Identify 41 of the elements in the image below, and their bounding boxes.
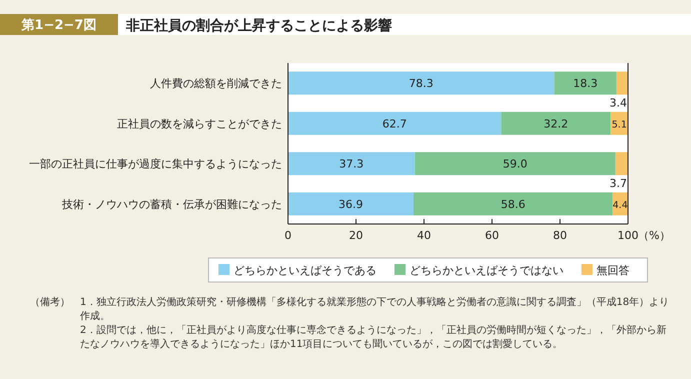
y-tick-label: 技術・ノウハウの蓄積・伝承が困難になった	[61, 198, 282, 211]
data-label: 62.7	[382, 117, 407, 130]
bar	[288, 192, 414, 216]
data-label: 4.4	[612, 200, 628, 211]
bar	[616, 72, 628, 95]
legend-label: 無回答	[596, 264, 630, 277]
bar	[414, 152, 616, 176]
x-tick-label: 0	[284, 229, 292, 242]
text: 2．設問では，他に，「正社員がより高度な仕事に専念できるようになった」，「正社員の労働時間が短くなった」，「外部から新たなノウハウを導入できるようになった」ほか11項目についても聞いているが，この図では割愛している。	[80, 324, 668, 352]
data-label: 3.4	[610, 96, 627, 110]
legend-label: どちらかといえばそうではない	[410, 264, 564, 277]
data-label: 59.0	[502, 158, 528, 171]
x-tick-label: 60	[485, 229, 499, 242]
x-axis-title: （%）	[638, 229, 670, 242]
data-label: 32.2	[544, 117, 568, 130]
text: （備考）	[30, 296, 71, 310]
x-tick-label: 100	[618, 229, 638, 242]
data-label: 18.3	[573, 77, 598, 90]
data-label: 3.7	[610, 177, 627, 190]
chart-title: 非正社員の割合が上昇することによる影響	[125, 17, 392, 34]
y-tick-label: 人件費の総額を削減できた	[150, 77, 282, 90]
data-label: 58.6	[500, 198, 526, 211]
x-tick-label: 80	[553, 229, 567, 242]
data-label: 78.3	[408, 77, 434, 90]
bar	[288, 152, 415, 176]
bar	[288, 112, 502, 135]
y-tick-label: 一部の正社員に仕事が過度に集中するようになった	[29, 158, 282, 171]
bar	[554, 72, 616, 95]
bar	[288, 72, 554, 95]
y-tick-label: 正社員の数を減らすことができた	[117, 117, 282, 130]
data-label: 36.9	[338, 198, 363, 211]
text: 第1−2−7図	[20, 18, 96, 33]
bar	[413, 192, 613, 216]
bar	[615, 152, 628, 176]
data-label: 37.3	[339, 158, 364, 171]
bar	[501, 112, 611, 135]
x-tick-label: 20	[349, 229, 363, 242]
data-label: 5.1	[612, 119, 627, 130]
text: 1．独立行政法人労働政策研究・研修機構「多様化する就業形態の下での人事戦略と労働者の意識に関する調査」（平成18年）より作成。	[80, 296, 670, 324]
x-tick-label: 40	[417, 229, 431, 242]
legend-label: どちらかといえばそうである	[234, 264, 376, 277]
